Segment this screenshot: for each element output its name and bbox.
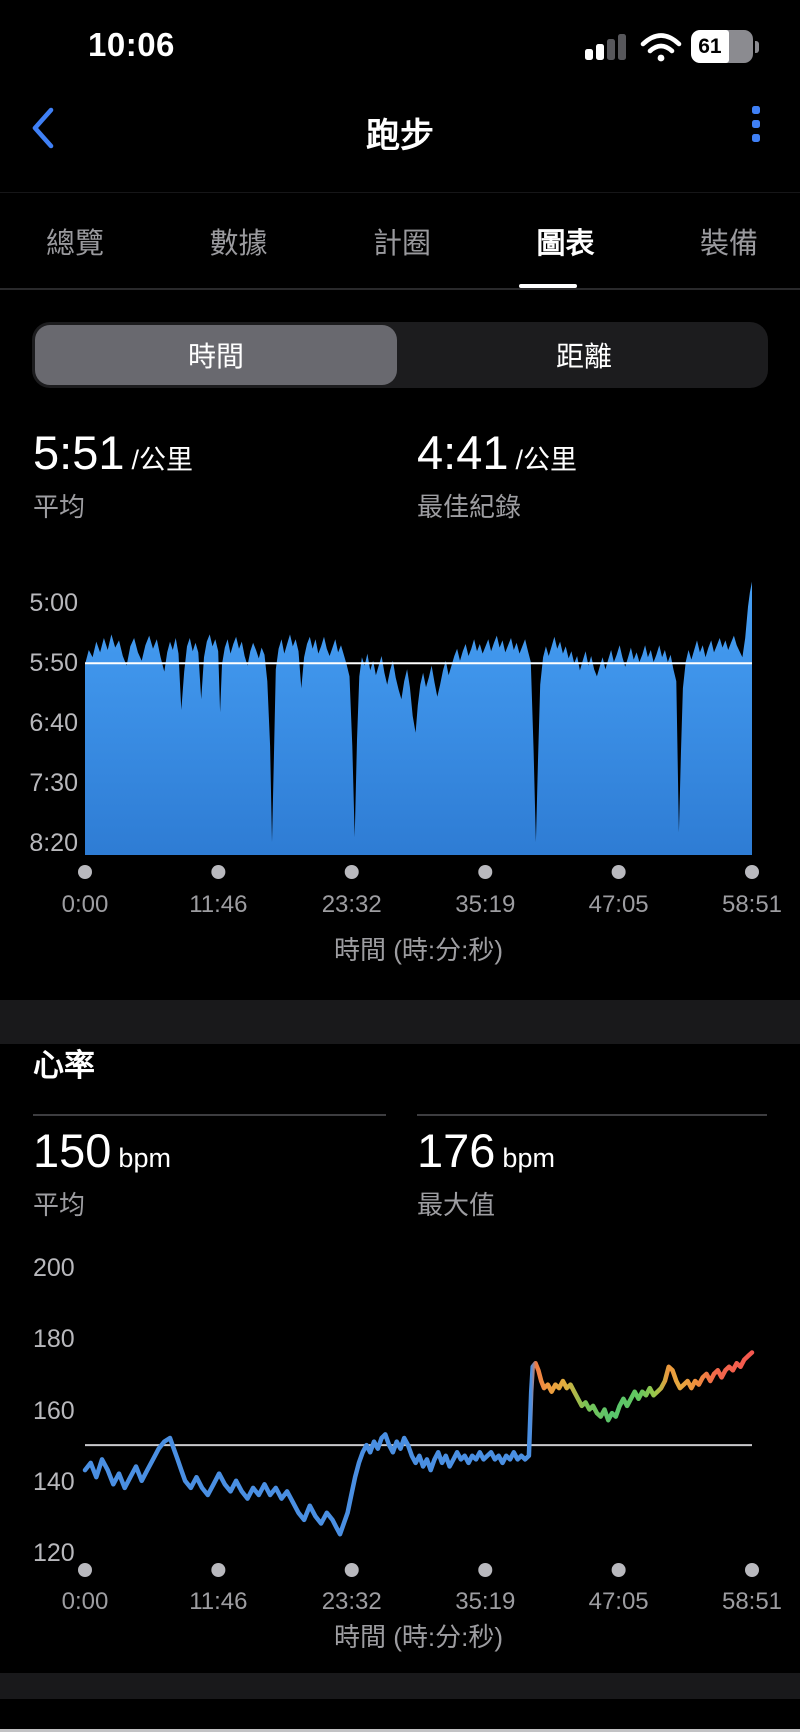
- hr-max-stat: 176 bpm 最大值: [417, 1126, 555, 1222]
- segmented-selected-thumb: [35, 325, 397, 385]
- svg-text:6:40: 6:40: [29, 709, 78, 737]
- segment-time[interactable]: 時間: [187, 341, 244, 372]
- svg-text:35:19: 35:19: [455, 1588, 515, 1615]
- hr-avg-value: 150: [33, 1124, 112, 1177]
- wifi-icon: [640, 32, 682, 61]
- svg-text:8:20: 8:20: [29, 829, 78, 857]
- x-axis-tick-dot: [344, 1563, 359, 1577]
- page-title: 跑步: [366, 117, 434, 155]
- svg-text:23:32: 23:32: [322, 1588, 382, 1615]
- hr-avg-label: 平均: [33, 1190, 86, 1220]
- battery-fill: [691, 30, 729, 63]
- hr-avg-unit: bpm: [118, 1143, 171, 1173]
- x-axis-tick-dot: [611, 865, 626, 879]
- tab-laps[interactable]: 計圈: [372, 227, 431, 260]
- svg-text:11:46: 11:46: [189, 1588, 247, 1615]
- segment-distance[interactable]: 距離: [555, 341, 612, 372]
- x-axis-tick-dot: [745, 1563, 759, 1577]
- pace-chart[interactable]: 5:00 5:50 6:40 7:30 8:20 0:00 11:46 23:32 35:19 4…: [0, 520, 800, 970]
- x-axis-tick-dot: [611, 1563, 626, 1577]
- section-divider-band-bottom: [0, 1673, 800, 1699]
- svg-text:時間 (時:分:秒): 時間 (時:分:秒): [334, 935, 503, 965]
- x-axis-tick-dot: [78, 1563, 92, 1577]
- svg-text:5:00: 5:00: [29, 589, 78, 617]
- pace-avg-label: 平均: [33, 492, 86, 522]
- hr-stat-divider-right: [417, 1114, 767, 1116]
- signal-strength-icon: [585, 33, 626, 60]
- svg-text:時間 (時:分:秒): 時間 (時:分:秒): [334, 1622, 503, 1652]
- svg-text:5:50: 5:50: [29, 649, 78, 677]
- x-axis-tick-dot: [344, 865, 359, 879]
- tab-gear[interactable]: 裝備: [699, 227, 758, 260]
- pace-avg-stat: 5:51 /公里 平均: [33, 428, 193, 524]
- x-axis-tick-dot: [478, 865, 493, 879]
- svg-text:47:05: 47:05: [589, 891, 649, 918]
- heart-rate-section-title: 心率: [33, 1048, 95, 1083]
- active-tab-underline: [519, 284, 577, 288]
- svg-text:180: 180: [33, 1325, 75, 1353]
- svg-text:160: 160: [33, 1397, 75, 1425]
- x-axis-tick-dot: [211, 1563, 226, 1577]
- hr-max-value: 176: [417, 1124, 496, 1177]
- pace-avg-value: 5:51: [33, 426, 125, 479]
- pace-best-label: 最佳紀錄: [417, 492, 522, 522]
- svg-text:23:32: 23:32: [322, 891, 382, 918]
- svg-text:47:05: 47:05: [589, 1588, 649, 1615]
- pace-avg-unit: /公里: [131, 445, 193, 475]
- x-axis-tick-dot: [78, 865, 92, 879]
- svg-text:58:51: 58:51: [722, 891, 782, 918]
- hr-max-unit: bpm: [502, 1143, 555, 1173]
- tab-data[interactable]: 數據: [209, 227, 268, 260]
- status-time: 10:06: [88, 26, 175, 63]
- next-card-edge: [0, 1729, 800, 1732]
- svg-text:200: 200: [33, 1254, 75, 1282]
- svg-text:140: 140: [33, 1468, 75, 1496]
- overflow-menu-icon[interactable]: [752, 106, 760, 142]
- svg-text:0:00: 0:00: [62, 891, 109, 918]
- x-axis-tick-dot: [478, 1563, 493, 1577]
- tab-charts[interactable]: 圖表: [536, 227, 595, 260]
- svg-text:11:46: 11:46: [189, 891, 247, 918]
- battery-percent: 61: [698, 34, 722, 58]
- section-divider-band: [0, 1000, 800, 1044]
- svg-text:0:00: 0:00: [62, 1588, 109, 1615]
- tab-overview[interactable]: 總覽: [46, 227, 105, 260]
- pace-best-stat: 4:41 /公里 最佳紀錄: [417, 428, 577, 524]
- pace-best-value: 4:41: [417, 426, 509, 479]
- hr-max-label: 最大值: [417, 1190, 496, 1220]
- hr-avg-stat: 150 bpm 平均: [33, 1126, 171, 1222]
- hr-stat-divider-left: [33, 1114, 386, 1116]
- back-chevron-icon[interactable]: [30, 106, 58, 150]
- x-axis-tick-dot: [211, 865, 226, 879]
- svg-text:120: 120: [33, 1539, 75, 1567]
- svg-text:35:19: 35:19: [455, 891, 515, 918]
- svg-text:7:30: 7:30: [29, 769, 78, 797]
- tab-bar: 總覽 數據 計圈 圖表 裝備: [0, 192, 800, 290]
- status-icons: 61: [585, 30, 759, 63]
- svg-text:58:51: 58:51: [722, 1588, 782, 1615]
- pace-best-unit: /公里: [515, 445, 577, 475]
- x-axis-mode-segmented-control: 時間 距離: [32, 322, 768, 388]
- x-axis-tick-dot: [745, 865, 759, 879]
- heart-rate-chart[interactable]: 200 180 160 140 120 0:00 11:46 23:32 35:19 47:05 5…: [0, 1240, 800, 1660]
- battery-icon: 61: [691, 30, 759, 63]
